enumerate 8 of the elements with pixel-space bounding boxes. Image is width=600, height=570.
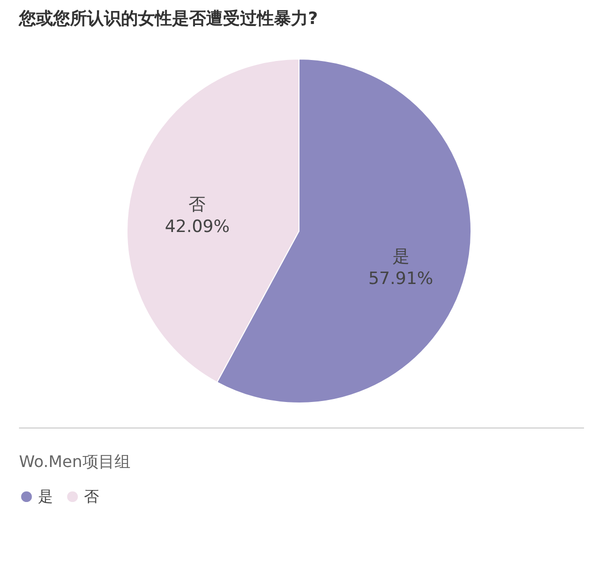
legend-label: 否 xyxy=(84,488,99,506)
data-label: 42.09% xyxy=(164,217,230,238)
data-label: 57.91% xyxy=(368,268,434,289)
slice-label: 是 xyxy=(392,246,410,267)
text: Wo.Men项目组 xyxy=(19,452,130,471)
legend-label: 是 xyxy=(38,488,53,506)
slice-label: 否 xyxy=(188,195,206,216)
chart-title: 您或您所认识的女性是否遭受过性暴力? xyxy=(18,9,318,29)
